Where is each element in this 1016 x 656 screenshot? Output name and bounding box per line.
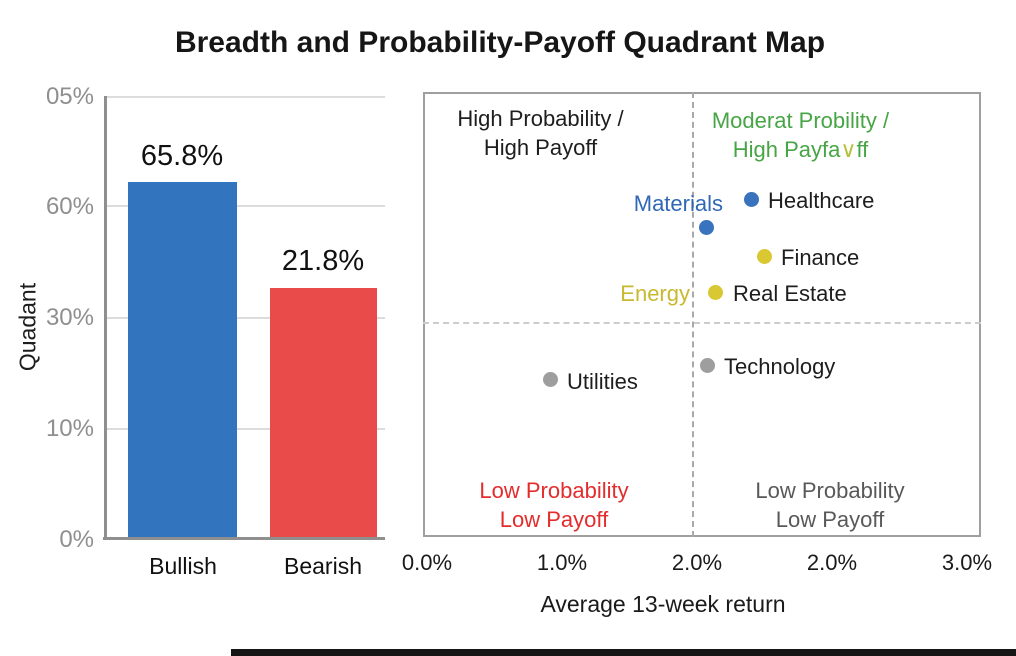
x-axis-title: Average 13-week return (540, 591, 786, 617)
quadrant-label-line: High Probability / (457, 106, 624, 131)
energy-label: Energy (620, 281, 690, 306)
quadrant-label-line: Low Payoff (775, 507, 885, 532)
quadrant-label-bottom-right: Low Probability Low Payoff (716, 476, 944, 534)
quadrant-label-top-right: Moderat Probility / High Payfa∨ff (688, 106, 913, 164)
finance-point-dot (757, 249, 772, 264)
grid-line (105, 96, 385, 98)
x-tick-label: 2.0% (806, 550, 858, 575)
y-tick-label: 10% (45, 415, 94, 442)
x-axis-line (103, 537, 385, 540)
quadrant-label-line: Low Probability (479, 478, 629, 503)
grid-line (105, 205, 385, 207)
x-tick-label: 1.0% (536, 550, 588, 575)
materials-point-dot (699, 220, 714, 235)
real-estate-label: Real Estate (733, 281, 847, 306)
bottom-edge-bar (231, 649, 1016, 656)
horizontal-divider-line (423, 322, 981, 324)
y-axis-title: Quadant (14, 282, 41, 372)
healthcare-point-dot (744, 192, 759, 207)
quadrant-border (423, 92, 981, 537)
bullish-value-label: 65.8% (140, 140, 224, 172)
utilities-label: Utilities (567, 369, 638, 394)
x-tick-label: 0.0% (401, 550, 453, 575)
quadrant-label-text: High Payfa (732, 137, 841, 162)
quadrant-label-top-left: High Probability / High Payoff (428, 104, 653, 162)
technology-label: Technology (724, 354, 836, 379)
quadrant-label-line: Low Probability (755, 478, 905, 503)
bearish-value-label: 21.8% (281, 245, 365, 277)
quadrant-label-line: Moderat Probility / (711, 108, 890, 133)
y-tick-label: 60% (45, 193, 94, 220)
x-tick-label: 2.0% (671, 550, 723, 575)
materials-label: Materials (633, 191, 723, 216)
bullish-bar (128, 182, 237, 537)
bullish-category-label: Bullish (149, 553, 217, 579)
quadrant-label-line: High Payfa∨ff (688, 135, 913, 164)
grid-line (105, 428, 385, 430)
grid-line (105, 317, 385, 319)
bearish-bar (270, 288, 377, 537)
y-tick-label: 0% (59, 526, 94, 553)
y-tick-label: 30% (45, 304, 94, 331)
healthcare-label: Healthcare (768, 188, 875, 213)
page-title: Breadth and Probability-Payoff Quadrant … (174, 26, 826, 59)
quadrant-label-bottom-left: Low Probability Low Payoff (440, 476, 668, 534)
check-glyph: ∨ (840, 137, 857, 162)
bearish-category-label: Bearish (284, 553, 362, 579)
x-tick-label: 3.0% (941, 550, 993, 575)
quadrant-label-line: Low Payoff (499, 507, 609, 532)
utilities-point-dot (543, 372, 558, 387)
quadrant-label-line: High Payoff (483, 135, 598, 160)
vertical-divider-line (692, 92, 694, 537)
technology-point-dot (700, 358, 715, 373)
y-axis-line (104, 96, 107, 538)
finance-label: Finance (781, 245, 860, 270)
quadrant-label-text: ff (856, 137, 869, 162)
real-estate-point-dot (708, 285, 723, 300)
y-tick-label: 05% (45, 83, 94, 110)
